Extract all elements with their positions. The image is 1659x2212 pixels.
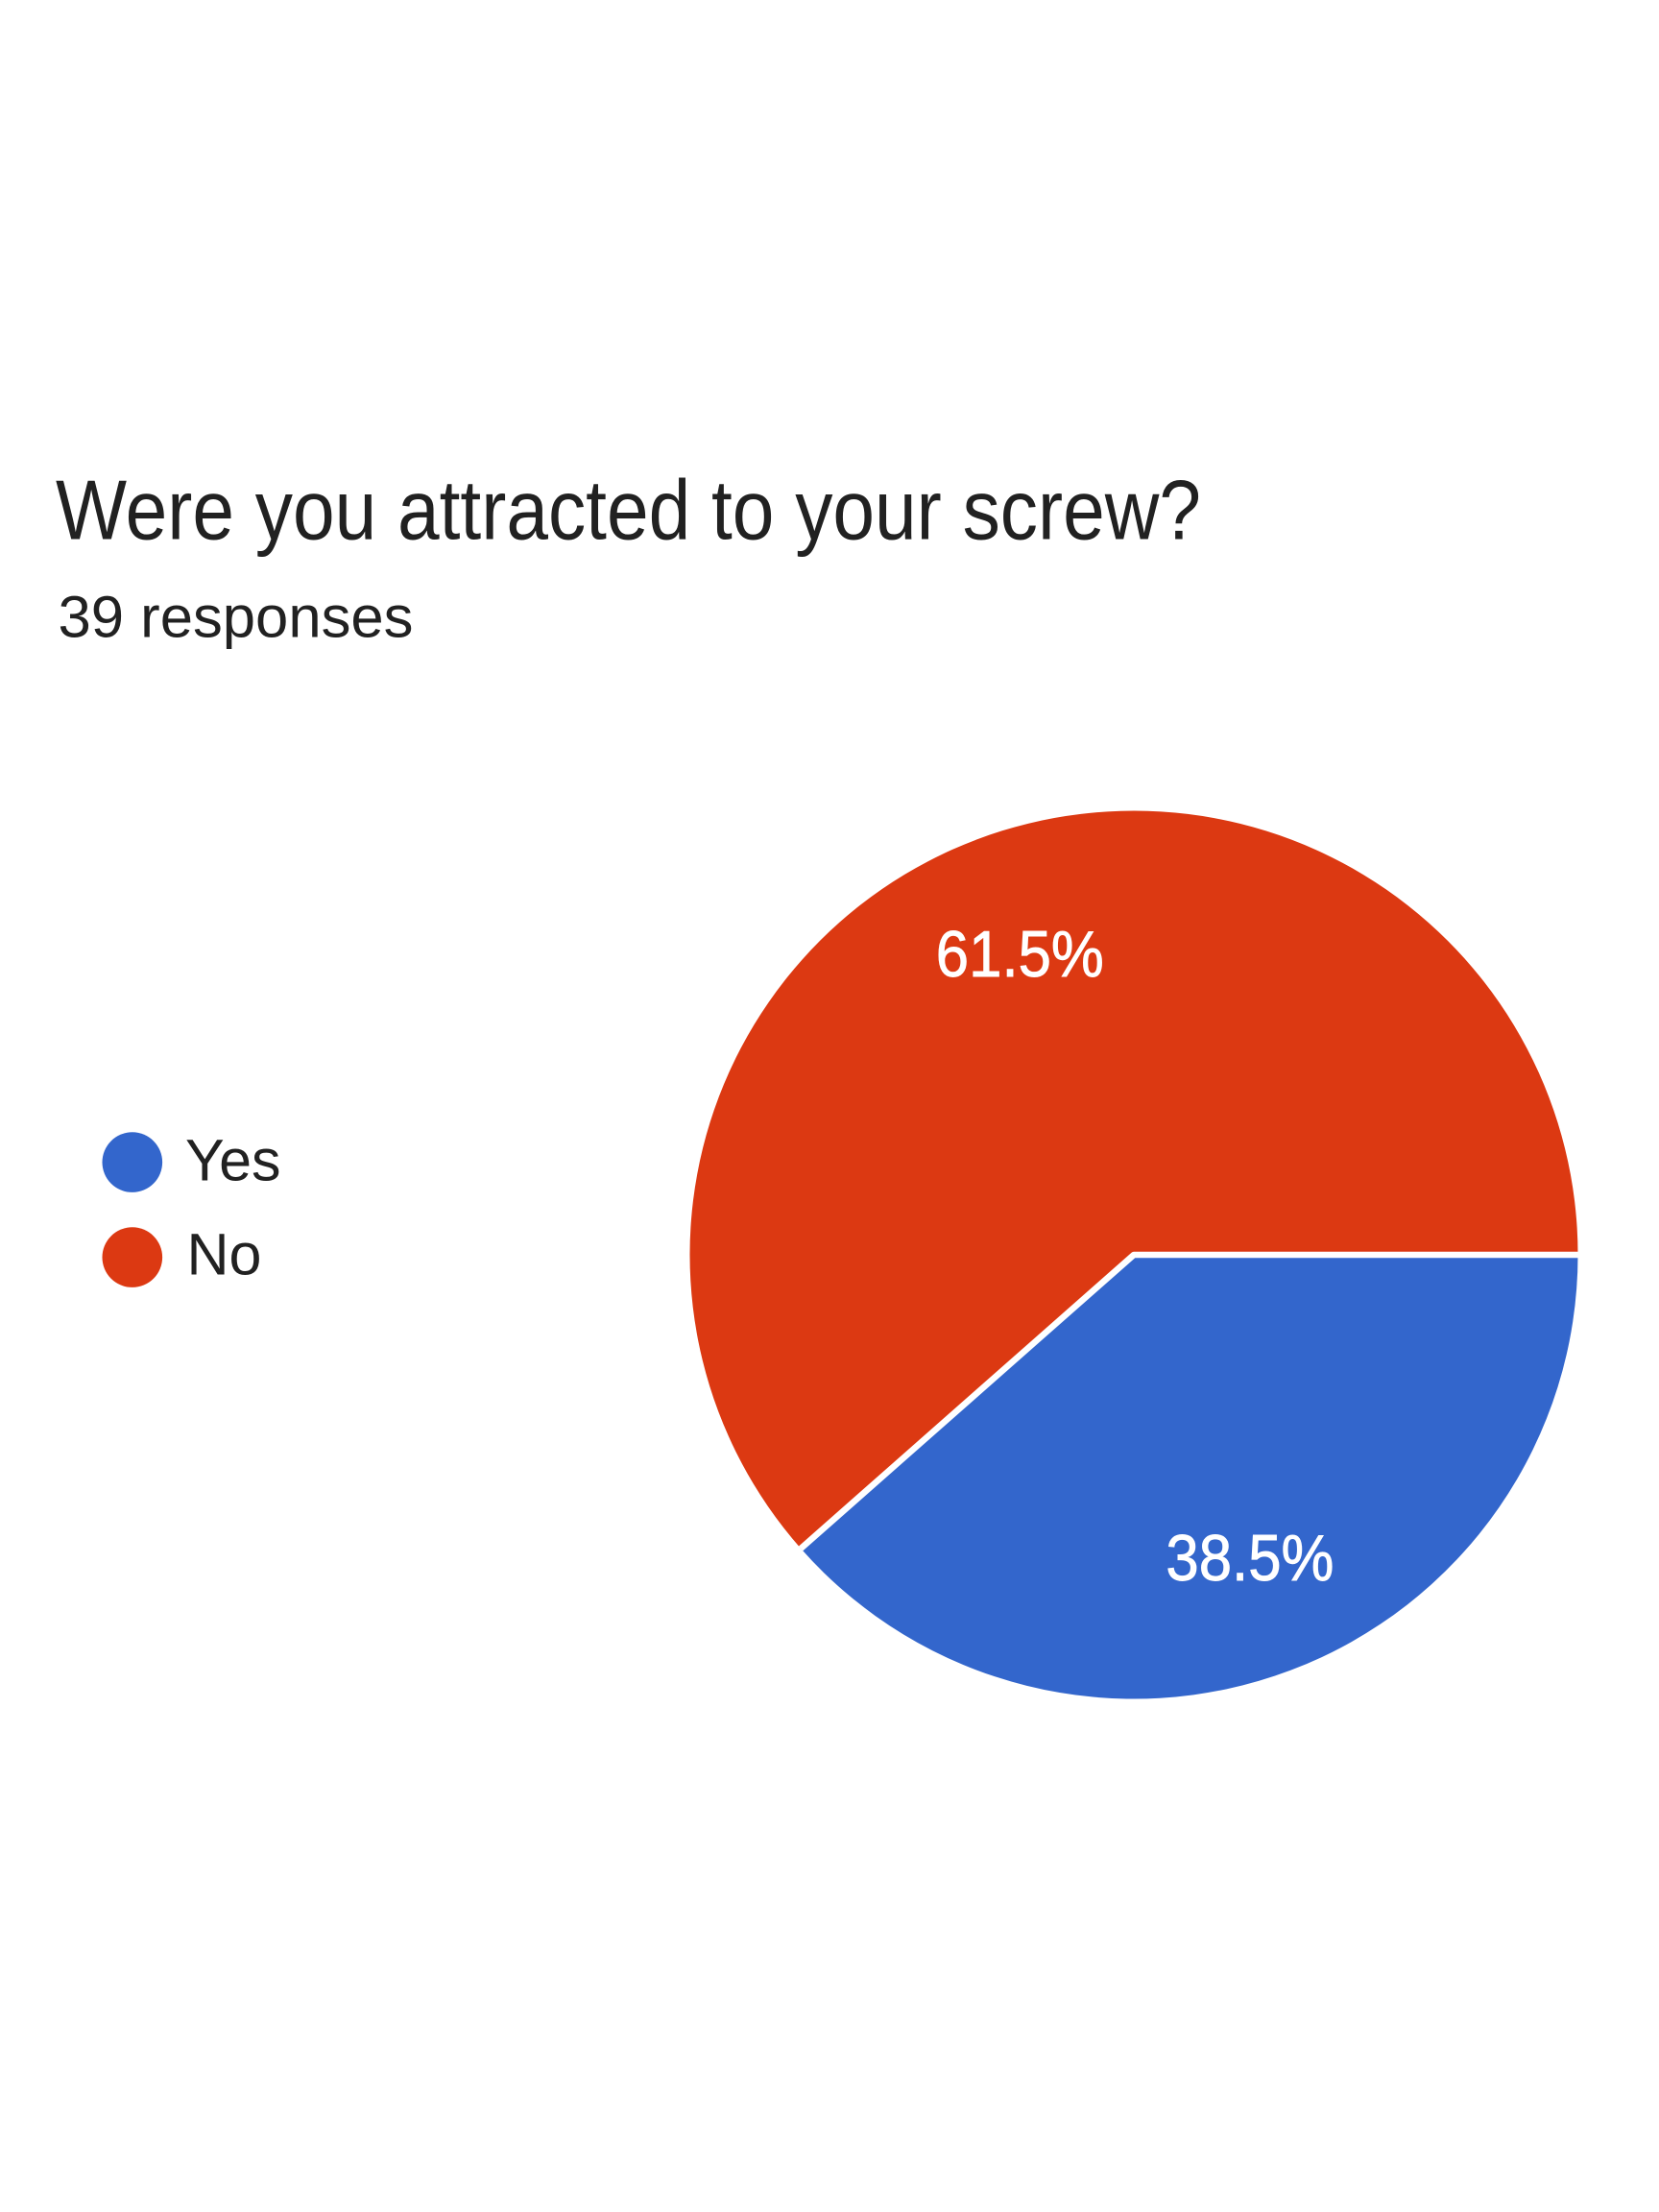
svg-text:39 responses: 39 responses xyxy=(59,585,414,650)
svg-text:No: No xyxy=(187,1222,262,1287)
svg-text:Yes: Yes xyxy=(185,1128,281,1193)
svg-text:38.5%: 38.5% xyxy=(1166,1522,1334,1595)
svg-text:61.5%: 61.5% xyxy=(936,918,1104,991)
svg-text:Were you attracted to your scr: Were you attracted to your screw? xyxy=(56,463,1201,558)
